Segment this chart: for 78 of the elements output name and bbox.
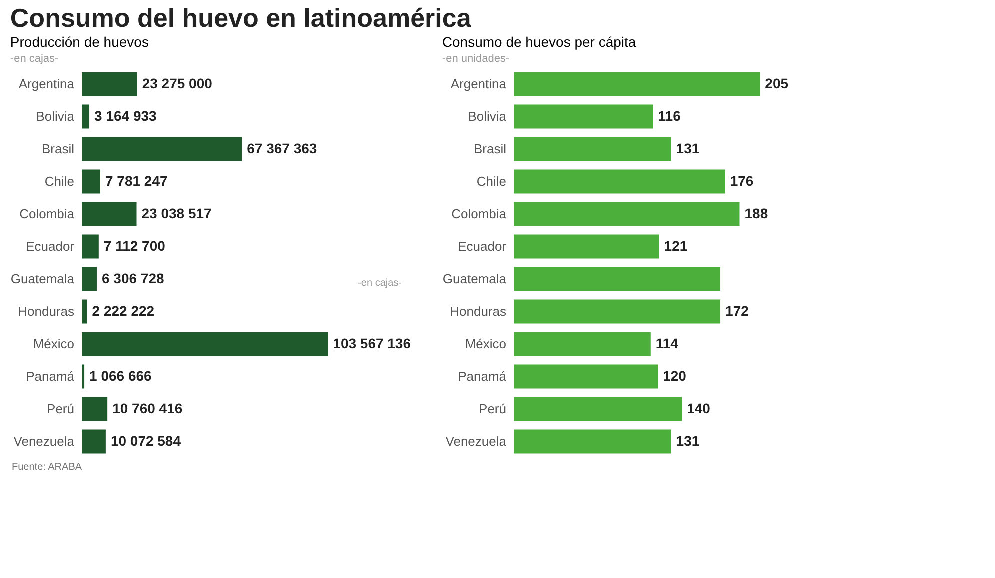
data-label: 176 — [730, 172, 754, 189]
data-label: 116 — [658, 108, 682, 124]
y-tick-label: Ecuador — [26, 238, 76, 254]
data-label: 103 567 136 — [333, 335, 412, 352]
y-tick-label: Guatemala — [442, 271, 508, 286]
bar — [82, 397, 108, 422]
bar — [514, 332, 651, 356]
bar — [514, 300, 721, 324]
y-tick-label: Panamá — [458, 368, 508, 384]
data-label: 10 760 416 — [112, 400, 183, 416]
data-label: 7 781 247 — [105, 172, 168, 189]
bar — [514, 137, 672, 162]
y-tick-label: Brasil — [42, 141, 75, 156]
data-label: 131 — [676, 432, 700, 449]
bar — [82, 234, 99, 259]
bar — [514, 170, 726, 194]
data-label: 131 — [676, 140, 700, 156]
y-tick-label: Perú — [47, 401, 74, 416]
data-label: 205 — [765, 75, 789, 92]
bar — [514, 104, 654, 129]
y-tick-label: México — [33, 336, 74, 352]
bar — [514, 234, 660, 259]
y-tick-label: Venezuela — [446, 434, 508, 449]
y-tick-label: Brasil — [474, 141, 507, 156]
y-tick-label: Venezuela — [14, 434, 76, 449]
y-tick-label: Panamá — [26, 368, 76, 384]
bar — [82, 332, 328, 356]
bar — [514, 72, 760, 96]
bar — [514, 430, 672, 454]
y-tick-label: Chile — [44, 174, 74, 189]
y-tick-label: Argentina — [450, 76, 508, 92]
bar — [514, 267, 721, 292]
chart-subtitle: Consumo de huevos per cápita — [442, 34, 636, 50]
data-label: 23 275 000 — [142, 75, 213, 92]
text: -en cajas- — [358, 278, 402, 289]
y-tick-label: Colombia — [20, 206, 76, 222]
y-tick-label: Chile — [476, 174, 506, 189]
bar — [82, 170, 100, 194]
bar — [82, 430, 106, 454]
data-label: 188 — [744, 205, 768, 222]
y-tick-label: Perú — [479, 401, 506, 416]
y-tick-label: Ecuador — [458, 238, 508, 254]
text: -en cajas- — [10, 53, 60, 65]
data-label: 140 — [687, 400, 711, 416]
y-tick-label: Colombia — [452, 206, 508, 222]
data-label: 6 306 728 — [102, 270, 164, 286]
bar — [514, 202, 740, 226]
data-label: 114 — [656, 335, 679, 352]
bar — [514, 397, 682, 422]
data-label: 172 — [726, 302, 750, 319]
bar — [82, 137, 242, 162]
y-tick-label: Argentina — [18, 76, 76, 92]
text: -en unidades- — [442, 53, 510, 65]
y-tick-label: Bolivia — [468, 108, 508, 124]
chart-subtitle: Producción de huevos — [10, 34, 149, 50]
bar — [514, 364, 658, 389]
data-label: 121 — [664, 238, 688, 254]
data-label: 7 112 700 — [104, 238, 166, 254]
bar — [82, 202, 137, 226]
bar — [82, 104, 90, 129]
bar — [82, 267, 97, 292]
data-label: 120 — [663, 368, 687, 384]
bar — [82, 364, 85, 389]
bar — [82, 300, 88, 324]
data-label: 10 072 584 — [110, 432, 182, 449]
data-label: 23 038 517 — [142, 205, 212, 222]
data-label: 2 222 222 — [92, 302, 155, 319]
data-label: 3 164 933 — [94, 108, 158, 124]
chart-title: Consumo del huevo en latinoamérica — [10, 3, 472, 33]
y-tick-label: Honduras — [450, 304, 507, 319]
source-note: Fuente: ARABA — [12, 462, 82, 473]
bar — [82, 72, 138, 96]
y-tick-label: Bolivia — [36, 108, 76, 124]
data-label: 1 066 666 — [90, 368, 152, 384]
y-tick-label: Guatemala — [10, 271, 76, 286]
y-tick-label: Honduras — [18, 304, 75, 319]
y-tick-label: México — [465, 336, 506, 352]
data-label: 67 367 363 — [247, 140, 318, 156]
